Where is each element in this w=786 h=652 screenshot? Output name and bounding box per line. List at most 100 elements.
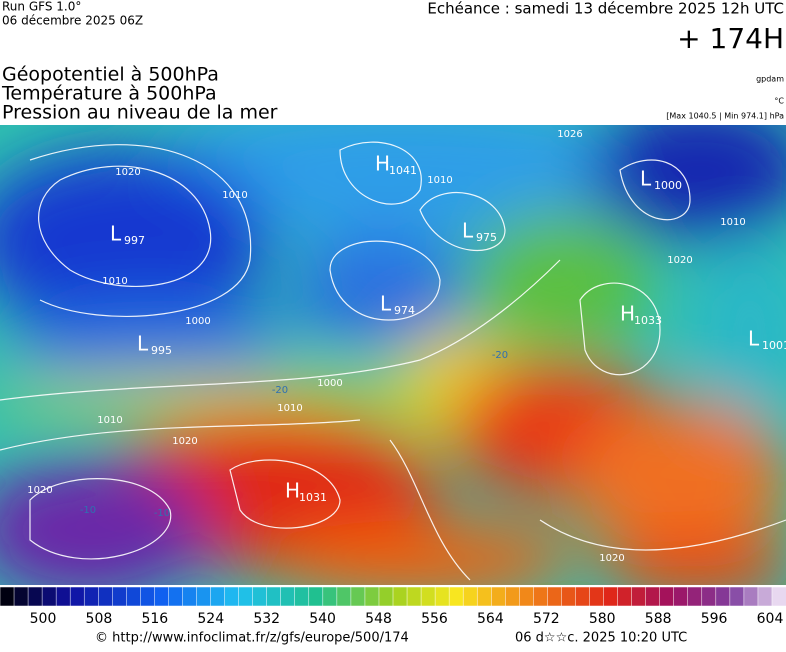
contour-labels: 1020 1010 1010 1000 1000 1010 1010 1020 1020 1010… [27, 129, 745, 564]
scale-cell [154, 586, 170, 607]
center-type: L [137, 332, 149, 356]
scale-cell [743, 586, 759, 607]
scale-cell [603, 586, 619, 607]
center-value: 1031 [299, 491, 327, 504]
scale-cell [350, 586, 366, 607]
isobar-label: 1020 [27, 485, 52, 496]
center-type: L [462, 219, 474, 243]
center-type: H [285, 479, 300, 503]
center-value: 974 [394, 304, 415, 317]
scale-cell [27, 586, 43, 607]
scale-cell [392, 586, 408, 607]
scale-cell [701, 586, 717, 607]
scale-cell [98, 586, 114, 607]
pressure-centers: L997H1041L975L974L995L1000H1033L1001H103… [110, 152, 786, 505]
scale-cell [126, 586, 142, 607]
temperature-label: -20 [272, 385, 288, 396]
center-type: L [748, 327, 760, 351]
scale-label: 572 [533, 611, 560, 627]
isobar-label: 1020 [115, 167, 140, 178]
scale-cell [69, 586, 85, 607]
map-field [0, 125, 786, 585]
isobar-label: 1020 [172, 436, 197, 447]
temperature-label: -20 [492, 350, 508, 361]
run-label: Run GFS 1.0° [2, 0, 81, 14]
scale-cell [364, 586, 380, 607]
scale-label: 596 [701, 611, 728, 627]
generated-time: 06 d☆☆c. 2025 10:20 UTC [515, 631, 687, 646]
scale-cell [659, 586, 675, 607]
scale-cell [378, 586, 394, 607]
scale-label: 516 [141, 611, 168, 627]
temperature-label: -10 [154, 508, 170, 519]
isobar-label: 1010 [102, 276, 127, 287]
scale-cell [224, 586, 240, 607]
scale-cell [322, 586, 338, 607]
scale-cell [238, 586, 254, 607]
center-value: 1001 [762, 339, 786, 352]
scale-cell [505, 586, 521, 607]
center-value: 1033 [634, 314, 662, 327]
layer-title: Température à 500hPa [1, 83, 217, 105]
scale-cell [196, 586, 212, 607]
layer-title: Pression au niveau de la mer [2, 102, 278, 124]
layer-title: Géopotentiel à 500hPa [2, 64, 219, 86]
center-value: 1000 [654, 179, 682, 192]
center-value: 995 [151, 344, 172, 357]
isobar-label: 1010 [222, 190, 247, 201]
center-type: H [375, 152, 390, 176]
scale-cell [561, 586, 577, 607]
scale-cell [210, 586, 226, 607]
center-type: L [110, 222, 122, 246]
scale-cell [547, 586, 563, 607]
scale-label: 548 [365, 611, 392, 627]
scale-label: 580 [589, 611, 616, 627]
scale-cell [476, 586, 493, 607]
scale-label: 564 [477, 611, 504, 627]
center-type: H [620, 302, 635, 326]
scale-cell [673, 586, 689, 607]
scale-cell [182, 586, 198, 607]
scale-cell [83, 586, 100, 607]
scale-cell [771, 586, 786, 607]
scale-label: 508 [86, 611, 113, 627]
lead-time: + 174H [677, 22, 784, 55]
scale-label: 500 [30, 611, 57, 627]
scale-cell [336, 586, 352, 607]
isobar-label: 1000 [185, 316, 210, 327]
scale-label: 540 [309, 611, 336, 627]
color-scale: 500 508 516 524 532 540 548 556 564 572 580 588 596 6… [0, 586, 786, 627]
scale-cell [687, 586, 703, 607]
scale-cell [757, 586, 773, 607]
valid-time: Echéance : samedi 13 décembre 2025 12h U… [427, 0, 784, 18]
isobar-label: 1020 [599, 553, 624, 564]
scale-cell [589, 586, 605, 607]
scale-label: 524 [197, 611, 224, 627]
scale-cell [280, 586, 296, 607]
scale-label: 532 [253, 611, 280, 627]
scale-cell [533, 586, 549, 607]
scale-cell [519, 586, 535, 607]
scale-cell [294, 586, 310, 607]
center-value: 975 [476, 231, 497, 244]
scale-label: 588 [645, 611, 672, 627]
scale-cell [55, 586, 71, 607]
isobar-label: 1010 [97, 415, 122, 426]
center-value: 997 [124, 234, 145, 247]
center-type: L [380, 292, 392, 316]
scale-cell [420, 586, 436, 607]
temperature-label: -10 [80, 505, 96, 516]
unit-label: °C [774, 97, 784, 106]
scale-cell [462, 586, 478, 607]
scale-cell [252, 586, 268, 607]
scale-cell [406, 586, 422, 607]
isobar-label: 1026 [557, 129, 582, 140]
isobar-label: 1000 [317, 378, 342, 389]
scale-cell [631, 586, 647, 607]
scale-cell [140, 586, 156, 607]
scale-label: 556 [421, 611, 448, 627]
scale-cell [645, 586, 661, 607]
isobar-label: 1010 [277, 403, 302, 414]
isobars [0, 141, 786, 581]
